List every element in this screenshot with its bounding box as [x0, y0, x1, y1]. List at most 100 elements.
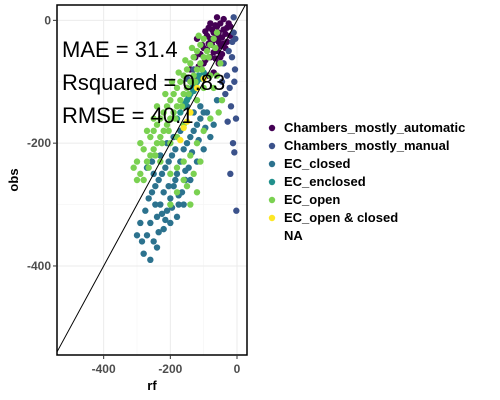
- data-point: [155, 228, 162, 236]
- data-point: [193, 96, 201, 104]
- data-point: [183, 66, 191, 73]
- data-point: [145, 164, 152, 171]
- data-point: [193, 189, 201, 196]
- data-point: [155, 176, 162, 184]
- data-point: [173, 103, 181, 110]
- data-point: [197, 60, 204, 67]
- data-point: [158, 139, 166, 147]
- data-point: [218, 78, 226, 85]
- data-point: [230, 14, 237, 21]
- legend-key: [268, 214, 276, 222]
- data-point: [130, 164, 137, 171]
- data-point: [137, 170, 144, 178]
- x-tick-label: -400: [92, 362, 116, 376]
- legend-key: [268, 160, 276, 168]
- data-point: [180, 158, 187, 165]
- data-point: [158, 170, 166, 178]
- data-point: [180, 90, 187, 98]
- data-point: [153, 213, 161, 221]
- legend-key: [268, 196, 276, 204]
- data-point: [188, 44, 196, 52]
- data-point: [152, 152, 159, 159]
- plot-panel: [56, 4, 248, 356]
- data-point: [203, 109, 211, 116]
- data-point: [153, 103, 161, 110]
- data-point: [227, 103, 235, 110]
- data-point: [147, 152, 154, 159]
- data-point: [182, 57, 189, 64]
- data-point: [157, 115, 164, 122]
- data-point: [207, 115, 214, 122]
- data-point: [231, 149, 238, 156]
- data-point: [163, 121, 171, 128]
- data-point: [190, 170, 197, 178]
- legend-label: Chambers_mostly_manual: [284, 138, 449, 153]
- data-point: [218, 96, 226, 104]
- data-point: [160, 189, 167, 196]
- annotation-rsquared: Rsquared = 0.83: [62, 70, 225, 95]
- data-point: [147, 256, 154, 264]
- data-point: [213, 72, 221, 79]
- data-point: [200, 146, 207, 153]
- data-point: [165, 158, 172, 165]
- data-point: [150, 238, 157, 245]
- data-point: [145, 195, 152, 202]
- data-point: [190, 127, 197, 135]
- data-point: [168, 152, 176, 159]
- data-point: [207, 41, 214, 49]
- data-point: [133, 176, 141, 184]
- data-point: [175, 69, 182, 76]
- data-point: [207, 72, 214, 79]
- data-point: [153, 139, 161, 147]
- data-point: [197, 115, 204, 122]
- data-point: [180, 72, 187, 79]
- data-point: [163, 207, 171, 214]
- data-point: [220, 15, 227, 23]
- data-point: [222, 90, 229, 98]
- data-point: [183, 118, 191, 125]
- data-point: [231, 66, 239, 73]
- legend-key: [268, 142, 276, 150]
- data-point: [180, 201, 187, 208]
- annotation-rmse: RMSE = 40.1: [62, 103, 193, 128]
- data-point: [183, 84, 191, 92]
- data-point: [200, 35, 207, 42]
- data-point: [173, 84, 181, 92]
- data-point: [225, 47, 232, 55]
- legend-label: EC_enclosed: [284, 174, 366, 189]
- data-point: [213, 96, 221, 104]
- data-point: [137, 139, 144, 147]
- data-point: [185, 90, 192, 98]
- data-point: [150, 127, 157, 135]
- data-point: [187, 176, 194, 184]
- annotations: MAE = 31.4 Rsquared = 0.83 RMSE = 40.1: [62, 37, 225, 128]
- data-point: [230, 29, 237, 36]
- data-point: [152, 182, 159, 190]
- legend-label: EC_open & closed: [284, 210, 398, 225]
- data-point: [137, 219, 144, 227]
- data-point: [133, 232, 141, 239]
- y-tick-label: -400: [27, 259, 51, 273]
- data-point: [197, 41, 204, 49]
- x-tick-label: 0: [234, 362, 241, 376]
- data-point: [187, 60, 194, 67]
- data-point: [160, 127, 167, 135]
- data-point: [167, 115, 174, 122]
- data-point: [142, 207, 149, 214]
- data-point: [233, 207, 240, 214]
- data-point: [153, 244, 161, 251]
- data-point: [187, 109, 194, 116]
- data-point: [178, 103, 186, 110]
- data-point: [190, 72, 197, 79]
- data-point: [177, 109, 184, 116]
- plot-background: [57, 5, 247, 355]
- data-point: [202, 28, 209, 35]
- data-point: [167, 170, 174, 178]
- data-point: [180, 124, 187, 132]
- data-point: [140, 176, 147, 184]
- data-point: [172, 146, 179, 153]
- data-point: [157, 201, 164, 208]
- data-point: [175, 201, 182, 208]
- data-point: [173, 164, 181, 171]
